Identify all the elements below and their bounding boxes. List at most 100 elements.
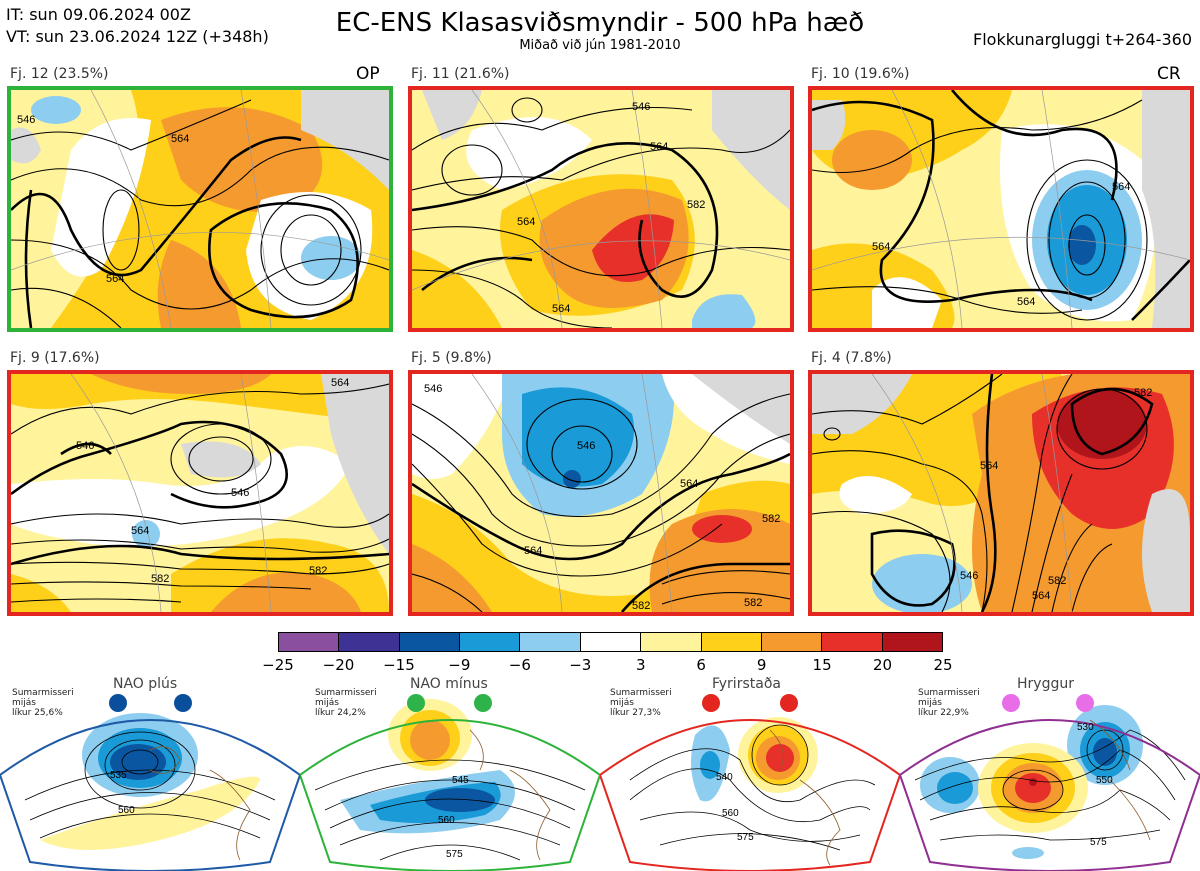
anomaly-map-cluster-4: 564 546 564 582 582 bbox=[812, 374, 1190, 612]
colorbar-tick-label: −20 bbox=[322, 656, 355, 674]
contour-label: 582 bbox=[151, 573, 169, 585]
contour-label: 575 bbox=[1090, 837, 1107, 848]
contour-label: 545 bbox=[452, 775, 469, 786]
contour-label: 582 bbox=[1134, 387, 1152, 399]
valid-time: VT: sun 23.06.2024 12Z (+348h) bbox=[6, 27, 269, 46]
contour-label: 564 bbox=[517, 216, 535, 228]
page-subtitle: Miðað við jún 1981-2010 bbox=[519, 38, 681, 53]
regime-title: Fyrirstaða bbox=[712, 676, 781, 692]
contour-label: 564 bbox=[1032, 590, 1050, 602]
regime-map-ridge: 530 550 575 bbox=[900, 694, 1200, 871]
contour-label: 546 bbox=[231, 487, 249, 499]
colorbar-tick-label: −6 bbox=[508, 656, 531, 674]
panel-3-tag: CR bbox=[1157, 64, 1181, 84]
map-panel-cluster-4: 564 546 564 582 582 bbox=[808, 370, 1194, 616]
colorbar-swatch bbox=[822, 633, 883, 651]
colorbar-swatch bbox=[460, 633, 521, 651]
colorbar-swatch bbox=[641, 633, 702, 651]
colorbar-swatch bbox=[520, 633, 581, 651]
colorbar-swatch bbox=[580, 633, 642, 651]
colorbar bbox=[278, 632, 943, 652]
anomaly-map-cluster-9: 546 546 564 582 582 564 bbox=[11, 374, 389, 612]
colorbar-tick-label: −25 bbox=[262, 656, 294, 674]
anomaly-map-cluster-5: 546 546 564 564 582 582 582 bbox=[412, 374, 790, 612]
colorbar-swatch bbox=[761, 633, 823, 651]
regime-map-nao-minus: 545 560 575 bbox=[300, 694, 600, 871]
contour-label: 575 bbox=[446, 849, 463, 860]
regime-season: Sumarmisseri mijás líkur 27,3% bbox=[610, 688, 672, 718]
colorbar-tick-label: 15 bbox=[812, 656, 832, 674]
colorbar-tick-label: 9 bbox=[756, 656, 767, 674]
contour-label: 582 bbox=[744, 597, 762, 609]
regime-map-nao-plus: 535 560 bbox=[0, 694, 300, 871]
map-panel-cluster-12: 564 564 546 bbox=[7, 86, 393, 332]
contour-label: 564 bbox=[1017, 296, 1035, 308]
contour-label: 560 bbox=[722, 808, 739, 819]
regime-map-blocking: 540 560 575 bbox=[600, 694, 900, 871]
colorbar-tick-label: −15 bbox=[383, 656, 415, 674]
contour-label: 540 bbox=[716, 772, 733, 783]
colorbar-tick-label: −9 bbox=[448, 656, 471, 674]
panel-2-label: Fj. 11 (21.6%) bbox=[411, 66, 510, 82]
anomaly-map-cluster-10: 564 564 564 bbox=[812, 90, 1190, 328]
classification-window: Flokkunargluggi t+264-360 bbox=[973, 30, 1192, 49]
panel-3-label: Fj. 10 (19.6%) bbox=[811, 66, 910, 82]
regime-dot bbox=[109, 694, 127, 712]
page-title: EC-ENS Klasasviðsmyndir - 500 hPa hæð bbox=[335, 8, 865, 38]
map-panel-cluster-9: 546 546 564 582 582 564 bbox=[7, 370, 393, 616]
contour-label: 564 bbox=[680, 478, 698, 490]
contour-label: 564 bbox=[331, 377, 349, 389]
anomaly-map-cluster-11: 564 564 582 564 546 bbox=[412, 90, 790, 328]
contour-label: 546 bbox=[577, 440, 595, 452]
map-panel-cluster-5: 546 546 564 564 582 582 582 bbox=[408, 370, 794, 616]
contour-label: 582 bbox=[1048, 575, 1066, 587]
regime-title: NAO plús bbox=[113, 676, 178, 692]
contour-label: 560 bbox=[118, 805, 135, 816]
contour-label: 564 bbox=[872, 241, 890, 253]
regime-title: Hryggur bbox=[1017, 676, 1074, 692]
colorbar-tick-label: −3 bbox=[569, 656, 592, 674]
run-info: IT: sun 09.06.2024 00Z VT: sun 23.06.202… bbox=[6, 4, 269, 48]
contour-label: 546 bbox=[76, 440, 94, 452]
contour-label: 582 bbox=[762, 513, 780, 525]
contour-label: 564 bbox=[171, 133, 189, 145]
panel-1-label: Fj. 12 (23.5%) bbox=[10, 66, 109, 82]
colorbar-tick-label: 3 bbox=[635, 656, 646, 674]
contour-label: 564 bbox=[650, 141, 668, 153]
colorbar-tick-label: 25 bbox=[933, 656, 953, 674]
contour-label: 535 bbox=[110, 770, 127, 781]
regime-blocking: Sumarmisseri mijás líkur 27,3% Fyrirstaða … bbox=[600, 670, 900, 871]
regime-dot bbox=[474, 694, 492, 712]
panel-4-label: Fj. 9 (17.6%) bbox=[10, 350, 100, 366]
colorbar-swatch bbox=[399, 633, 461, 651]
colorbar-swatch bbox=[279, 633, 340, 651]
regime-nao-plus: Sumarmisseri mijás líkur 25,6% NAO plús 53… bbox=[0, 670, 300, 871]
regime-season: Sumarmisseri mijás líkur 25,6% bbox=[12, 688, 74, 718]
regime-ridge: Sumarmisseri mijás líkur 22,9% Hryggur bbox=[900, 670, 1200, 871]
regime-dot bbox=[1002, 694, 1020, 712]
contour-label: 564 bbox=[524, 545, 542, 557]
panel-1-tag: OP bbox=[356, 64, 380, 84]
colorbar-swatch bbox=[882, 633, 942, 651]
colorbar-swatch bbox=[701, 633, 762, 651]
contour-label: 564 bbox=[980, 460, 998, 472]
contour-label: 582 bbox=[687, 199, 705, 211]
contour-label: 550 bbox=[1096, 775, 1113, 786]
regime-dot bbox=[702, 694, 720, 712]
regime-dot bbox=[1076, 694, 1094, 712]
colorbar-tick-label: 6 bbox=[696, 656, 706, 674]
regime-nao-minus: Sumarmisseri mijás líkur 24,2% NAO mínus 5… bbox=[300, 670, 600, 871]
contour-label: 546 bbox=[424, 383, 442, 395]
contour-label: 560 bbox=[438, 815, 455, 826]
contour-label: 546 bbox=[632, 101, 650, 113]
contour-label: 564 bbox=[106, 273, 124, 285]
contour-label: 564 bbox=[552, 303, 570, 315]
map-panel-cluster-11: 564 564 582 564 546 bbox=[408, 86, 794, 332]
contour-label: 564 bbox=[131, 525, 149, 537]
regime-title: NAO mínus bbox=[410, 676, 488, 692]
regime-season: Sumarmisseri mijás líkur 22,9% bbox=[918, 688, 980, 718]
contour-label: 530 bbox=[1077, 722, 1094, 733]
contour-label: 582 bbox=[309, 565, 327, 577]
colorbar-tick-label: 20 bbox=[872, 656, 893, 674]
map-panel-cluster-10: 564 564 564 bbox=[808, 86, 1194, 332]
